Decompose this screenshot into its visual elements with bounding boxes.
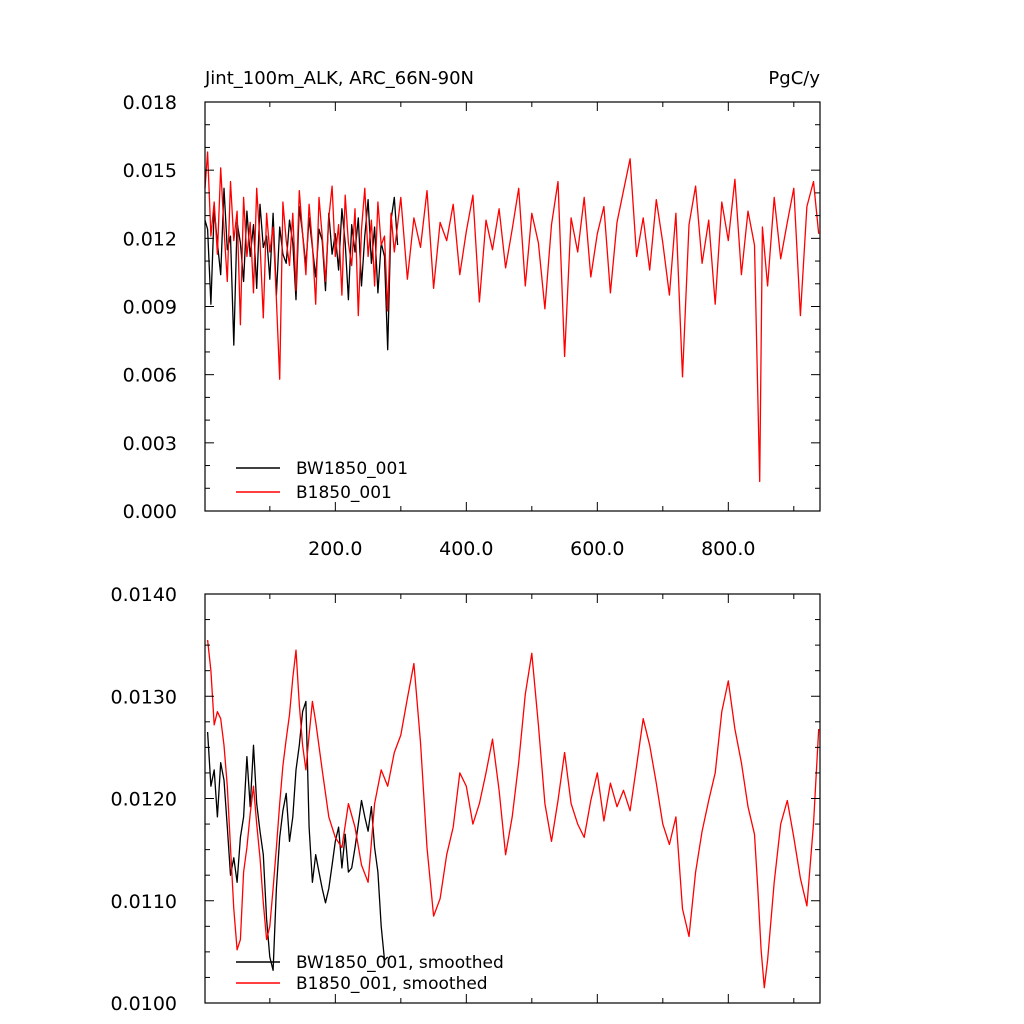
x-tick-label: 600.0 <box>570 538 624 560</box>
units-label: PgC/y <box>768 68 820 89</box>
legend-label: B1850_001, smoothed <box>296 974 488 994</box>
plot-frame <box>204 593 821 1004</box>
legend-label: BW1850_001 <box>296 459 408 479</box>
x-tick-label: 200.0 <box>308 538 362 560</box>
top-panel: 200.0 400.0 600.0 800.0 0.000 0.003 0.006 0.009… <box>123 92 821 560</box>
chart-title: Jint_100m_ALK, ARC_66N-90N <box>204 68 474 89</box>
y-tick-label: 0.000 <box>123 501 177 523</box>
bottom-panel: 0.0100 0.0110 0.0120 0.0130 0.0140 BW1850_001… <box>111 584 821 1015</box>
y-tick-label: 0.012 <box>123 228 177 250</box>
series-line-b1850 <box>206 639 820 989</box>
plot-frame <box>204 101 821 512</box>
legend-label: BW1850_001, smoothed <box>296 953 504 973</box>
x-tick-label: 800.0 <box>701 538 755 560</box>
y-tick-label: 0.0140 <box>111 584 177 606</box>
y-tick-label: 0.0120 <box>111 789 177 811</box>
y-tick-label: 0.0100 <box>111 993 177 1015</box>
y-tick-label: 0.0130 <box>111 686 177 708</box>
y-tick-label: 0.003 <box>123 433 177 455</box>
series-line-b1850 <box>204 151 820 483</box>
y-tick-label: 0.0110 <box>111 891 177 913</box>
y-tick-label: 0.018 <box>123 92 177 114</box>
y-tick-label: 0.015 <box>123 160 177 182</box>
y-tick-label: 0.009 <box>123 297 177 319</box>
legend-label: B1850_001 <box>296 483 392 503</box>
y-tick-label: 0.006 <box>123 365 177 387</box>
x-tick-label: 400.0 <box>439 538 493 560</box>
series-line-bw1850 <box>206 700 389 971</box>
